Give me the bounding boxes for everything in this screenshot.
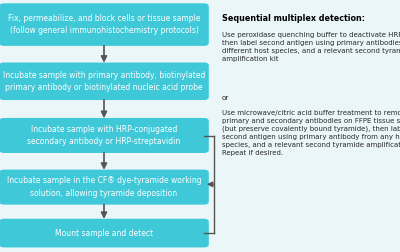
Text: Use microwave/citric acid buffer treatment to remove
primary and secondary antib: Use microwave/citric acid buffer treatme… bbox=[222, 110, 400, 156]
Text: Mount sample and detect: Mount sample and detect bbox=[55, 229, 153, 238]
Text: Incubate sample with primary antibody, biotinylated
primary antibody or biotinyl: Incubate sample with primary antibody, b… bbox=[3, 71, 205, 92]
FancyBboxPatch shape bbox=[0, 62, 209, 100]
Text: Sequential multiplex detection:: Sequential multiplex detection: bbox=[222, 14, 365, 23]
Text: or: or bbox=[222, 94, 229, 101]
Text: Incubate sample in the CF® dye-tyramide working
solution, allowing tyramide depo: Incubate sample in the CF® dye-tyramide … bbox=[7, 176, 201, 198]
FancyBboxPatch shape bbox=[0, 118, 209, 153]
Text: Use peroxidase quenching buffer to deactivate HRP,
then label second antigen usi: Use peroxidase quenching buffer to deact… bbox=[222, 32, 400, 61]
FancyBboxPatch shape bbox=[0, 219, 209, 247]
FancyBboxPatch shape bbox=[0, 3, 209, 46]
FancyBboxPatch shape bbox=[0, 170, 209, 205]
Text: Fix, permeabilize, and block cells or tissue sample
(follow general immunohistoc: Fix, permeabilize, and block cells or ti… bbox=[8, 14, 200, 35]
Text: Incubate sample with HRP-conjugated
secondary antibody or HRP-streptavidin: Incubate sample with HRP-conjugated seco… bbox=[27, 125, 181, 146]
